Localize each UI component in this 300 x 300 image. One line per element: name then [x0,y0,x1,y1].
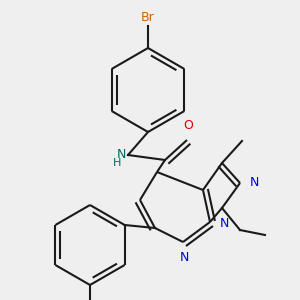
Text: Br: Br [141,11,155,24]
Text: H: H [113,158,121,168]
Text: N: N [179,251,189,264]
Text: N: N [219,217,229,230]
Text: N: N [250,176,260,188]
Text: N: N [117,148,126,161]
Text: O: O [183,119,193,132]
